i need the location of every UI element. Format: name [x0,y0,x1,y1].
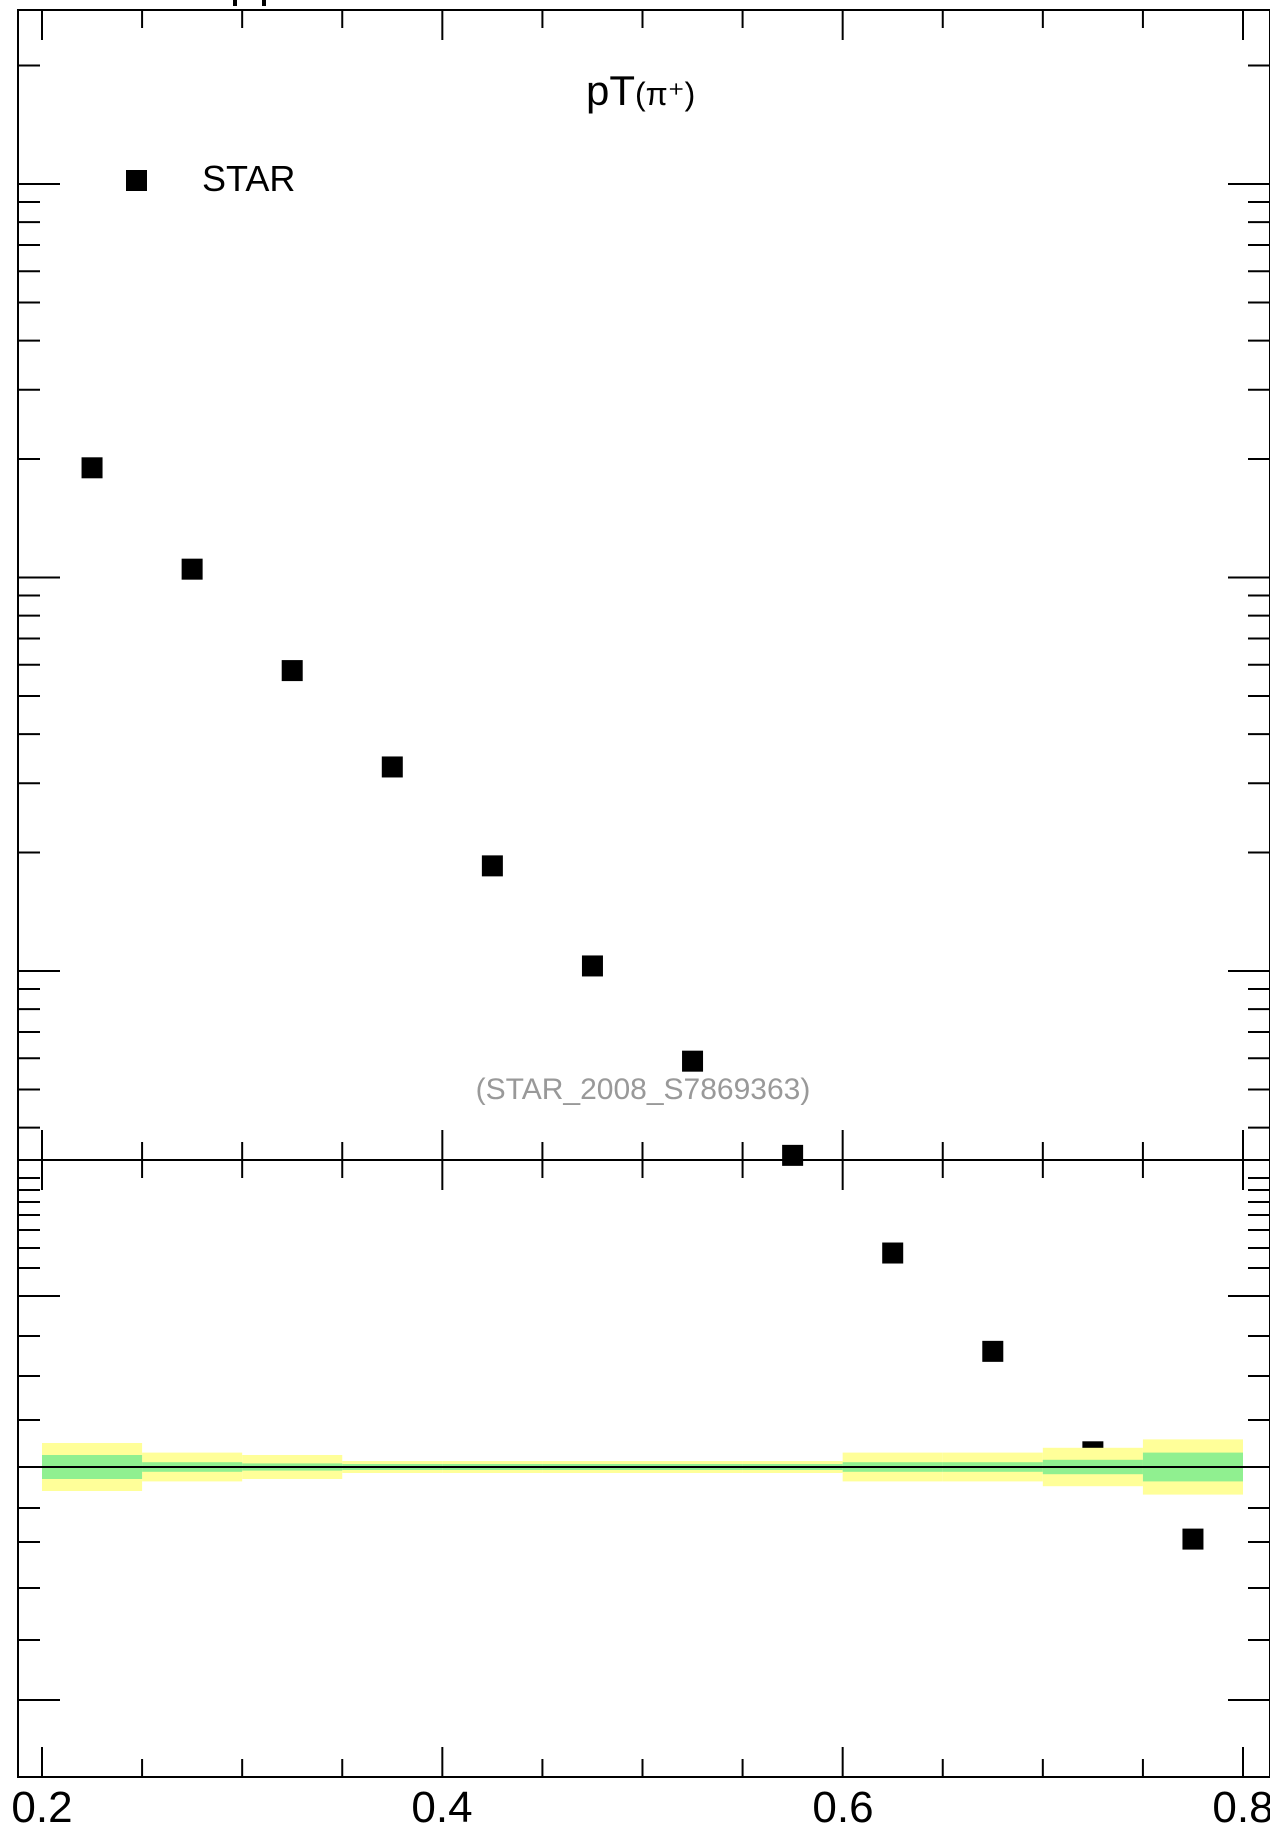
watermark-analysis-id: (STAR_2008_S7869363) [476,1073,811,1106]
main-x-ticks [41,10,1244,1160]
ratio-plot-frame [17,1159,1270,1778]
star-data-point [682,1050,704,1072]
x-tick-label: 0.4 [411,1783,472,1829]
ratio-x-ticks [41,1160,1244,1777]
main-y-ticks [18,64,1270,1129]
legend-label: STAR [202,158,295,199]
x-tick-labels: 0.2 0.4 0.6 0.8 [11,1783,1270,1829]
x-tick-label: 0.6 [812,1783,873,1829]
star-data-point [81,457,103,479]
ratio-y-ticks [18,1177,1270,1701]
star-data-points [81,457,1204,1550]
star-data-point [982,1340,1004,1362]
ratio-panel [17,1159,1270,1778]
plot-title-particle: (π⁺) [635,76,695,112]
star-data-point [882,1242,904,1264]
star-data-point [581,955,603,977]
plot-title: pT(π⁺) [586,67,695,114]
star-data-point [181,558,203,580]
clipped-title-fragment [262,0,266,6]
x-tick-label: 0.2 [11,1783,72,1829]
star-data-point [281,660,303,682]
plot-title-text: pT [586,67,635,114]
star-data-point [782,1144,804,1166]
clipped-title-fragment [233,0,237,6]
legend-marker-square [126,170,147,191]
main-panel: pT(π⁺) STAR (STAR_2008_S7869363) [17,9,1270,1550]
star-data-point [481,855,503,877]
star-data-point [381,756,403,778]
star-data-point [1182,1528,1204,1550]
x-tick-label: 0.8 [1212,1783,1270,1829]
legend: STAR [126,158,295,199]
